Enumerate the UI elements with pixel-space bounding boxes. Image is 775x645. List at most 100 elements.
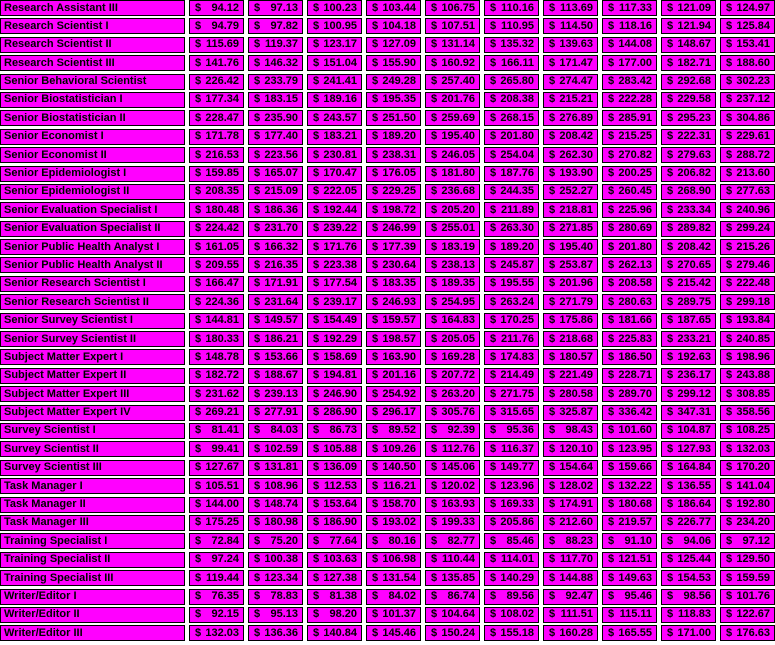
rate-cell[interactable]: $292.68 xyxy=(661,73,716,90)
rate-cell[interactable]: $280.63 xyxy=(602,294,657,311)
rate-cell[interactable]: $107.51 xyxy=(425,18,480,35)
rate-cell[interactable]: $302.23 xyxy=(720,73,775,90)
rate-cell[interactable]: $201.16 xyxy=(366,367,421,384)
rate-cell[interactable]: $186.90 xyxy=(307,514,362,531)
rate-cell[interactable]: $141.76 xyxy=(189,55,244,72)
rate-cell[interactable]: $92.15 xyxy=(189,606,244,623)
rate-cell[interactable]: $200.25 xyxy=(602,165,657,182)
rate-cell[interactable]: $98.43 xyxy=(543,422,598,439)
rate-cell[interactable]: $97.24 xyxy=(189,551,244,568)
job-title-cell[interactable]: Senior Biostatistician II xyxy=(0,110,185,127)
rate-cell[interactable]: $91.10 xyxy=(602,533,657,550)
rate-cell[interactable]: $95.46 xyxy=(602,588,657,605)
job-title-cell[interactable]: Senior Economist I xyxy=(0,128,185,145)
rate-cell[interactable]: $193.84 xyxy=(720,312,775,329)
rate-cell[interactable]: $165.55 xyxy=(602,625,657,642)
rate-cell[interactable]: $180.98 xyxy=(248,514,303,531)
rate-cell[interactable]: $164.83 xyxy=(425,312,480,329)
rate-cell[interactable]: $170.20 xyxy=(720,459,775,476)
job-title-cell[interactable]: Senior Biostatistician I xyxy=(0,91,185,108)
rate-cell[interactable]: $145.46 xyxy=(366,625,421,642)
rate-cell[interactable]: $144.88 xyxy=(543,570,598,587)
rate-cell[interactable]: $135.32 xyxy=(484,36,539,53)
rate-cell[interactable]: $239.17 xyxy=(307,294,362,311)
rate-cell[interactable]: $254.04 xyxy=(484,147,539,164)
rate-cell[interactable]: $208.58 xyxy=(602,275,657,292)
rate-cell[interactable]: $237.12 xyxy=(720,91,775,108)
rate-cell[interactable]: $215.42 xyxy=(661,275,716,292)
rate-cell[interactable]: $86.74 xyxy=(425,588,480,605)
rate-cell[interactable]: $136.36 xyxy=(248,625,303,642)
job-title-cell[interactable]: Senior Public Health Analyst II xyxy=(0,257,185,274)
rate-cell[interactable]: $189.20 xyxy=(484,239,539,256)
rate-cell[interactable]: $155.90 xyxy=(366,55,421,72)
rate-cell[interactable]: $181.66 xyxy=(602,312,657,329)
rate-cell[interactable]: $76.35 xyxy=(189,588,244,605)
rate-cell[interactable]: $114.01 xyxy=(484,551,539,568)
job-title-cell[interactable]: Writer/Editor III xyxy=(0,625,185,642)
rate-cell[interactable]: $315.65 xyxy=(484,404,539,421)
rate-cell[interactable]: $299.12 xyxy=(661,386,716,403)
rate-cell[interactable]: $182.72 xyxy=(189,367,244,384)
rate-cell[interactable]: $166.32 xyxy=(248,239,303,256)
rate-cell[interactable]: $211.89 xyxy=(484,202,539,219)
rate-cell[interactable]: $171.00 xyxy=(661,625,716,642)
rate-cell[interactable]: $289.82 xyxy=(661,220,716,237)
rate-cell[interactable]: $182.71 xyxy=(661,55,716,72)
job-title-cell[interactable]: Senior Evaluation Specialist I xyxy=(0,202,185,219)
rate-cell[interactable]: $164.84 xyxy=(661,459,716,476)
rate-cell[interactable]: $186.64 xyxy=(661,496,716,513)
rate-cell[interactable]: $260.45 xyxy=(602,183,657,200)
job-title-cell[interactable]: Senior Behavioral Scientist xyxy=(0,73,185,90)
rate-cell[interactable]: $112.76 xyxy=(425,441,480,458)
rate-cell[interactable]: $222.48 xyxy=(720,275,775,292)
rate-cell[interactable]: $240.96 xyxy=(720,202,775,219)
rate-cell[interactable]: $295.23 xyxy=(661,110,716,127)
rate-cell[interactable]: $271.85 xyxy=(543,220,598,237)
job-title-cell[interactable]: Senior Research Scientist I xyxy=(0,275,185,292)
rate-cell[interactable]: $144.08 xyxy=(602,36,657,53)
rate-cell[interactable]: $174.91 xyxy=(543,496,598,513)
rate-cell[interactable]: $215.26 xyxy=(720,239,775,256)
rate-cell[interactable]: $97.82 xyxy=(248,18,303,35)
job-title-cell[interactable]: Subject Matter Expert III xyxy=(0,386,185,403)
rate-cell[interactable]: $193.02 xyxy=(366,514,421,531)
rate-cell[interactable]: $124.97 xyxy=(720,0,775,16)
rate-cell[interactable]: $194.81 xyxy=(307,367,362,384)
rate-cell[interactable]: $254.95 xyxy=(425,294,480,311)
rate-cell[interactable]: $95.13 xyxy=(248,606,303,623)
rate-cell[interactable]: $225.83 xyxy=(602,331,657,348)
rate-cell[interactable]: $223.56 xyxy=(248,147,303,164)
rate-cell[interactable]: $208.42 xyxy=(661,239,716,256)
rate-cell[interactable]: $216.53 xyxy=(189,147,244,164)
rate-cell[interactable]: $175.25 xyxy=(189,514,244,531)
rate-cell[interactable]: $103.63 xyxy=(307,551,362,568)
rate-cell[interactable]: $171.91 xyxy=(248,275,303,292)
rate-cell[interactable]: $206.82 xyxy=(661,165,716,182)
rate-cell[interactable]: $280.69 xyxy=(602,220,657,237)
rate-cell[interactable]: $299.24 xyxy=(720,220,775,237)
rate-cell[interactable]: $132.22 xyxy=(602,478,657,495)
rate-cell[interactable]: $166.11 xyxy=(484,55,539,72)
rate-cell[interactable]: $186.21 xyxy=(248,331,303,348)
rate-cell[interactable]: $81.41 xyxy=(189,422,244,439)
rate-cell[interactable]: $177.39 xyxy=(366,239,421,256)
rate-cell[interactable]: $105.51 xyxy=(189,478,244,495)
job-title-cell[interactable]: Senior Survey Scientist II xyxy=(0,331,185,348)
rate-cell[interactable]: $238.13 xyxy=(425,257,480,274)
rate-cell[interactable]: $253.87 xyxy=(543,257,598,274)
rate-cell[interactable]: $231.64 xyxy=(248,294,303,311)
rate-cell[interactable]: $94.12 xyxy=(189,0,244,16)
rate-cell[interactable]: $170.47 xyxy=(307,165,362,182)
rate-cell[interactable]: $198.96 xyxy=(720,349,775,366)
rate-cell[interactable]: $159.66 xyxy=(602,459,657,476)
rate-cell[interactable]: $163.90 xyxy=(366,349,421,366)
rate-cell[interactable]: $118.16 xyxy=(602,18,657,35)
rate-cell[interactable]: $136.09 xyxy=(307,459,362,476)
rate-cell[interactable]: $243.57 xyxy=(307,110,362,127)
rate-cell[interactable]: $120.02 xyxy=(425,478,480,495)
rate-cell[interactable]: $177.34 xyxy=(189,91,244,108)
rate-cell[interactable]: $140.50 xyxy=(366,459,421,476)
rate-cell[interactable]: $235.90 xyxy=(248,110,303,127)
rate-cell[interactable]: $214.49 xyxy=(484,367,539,384)
